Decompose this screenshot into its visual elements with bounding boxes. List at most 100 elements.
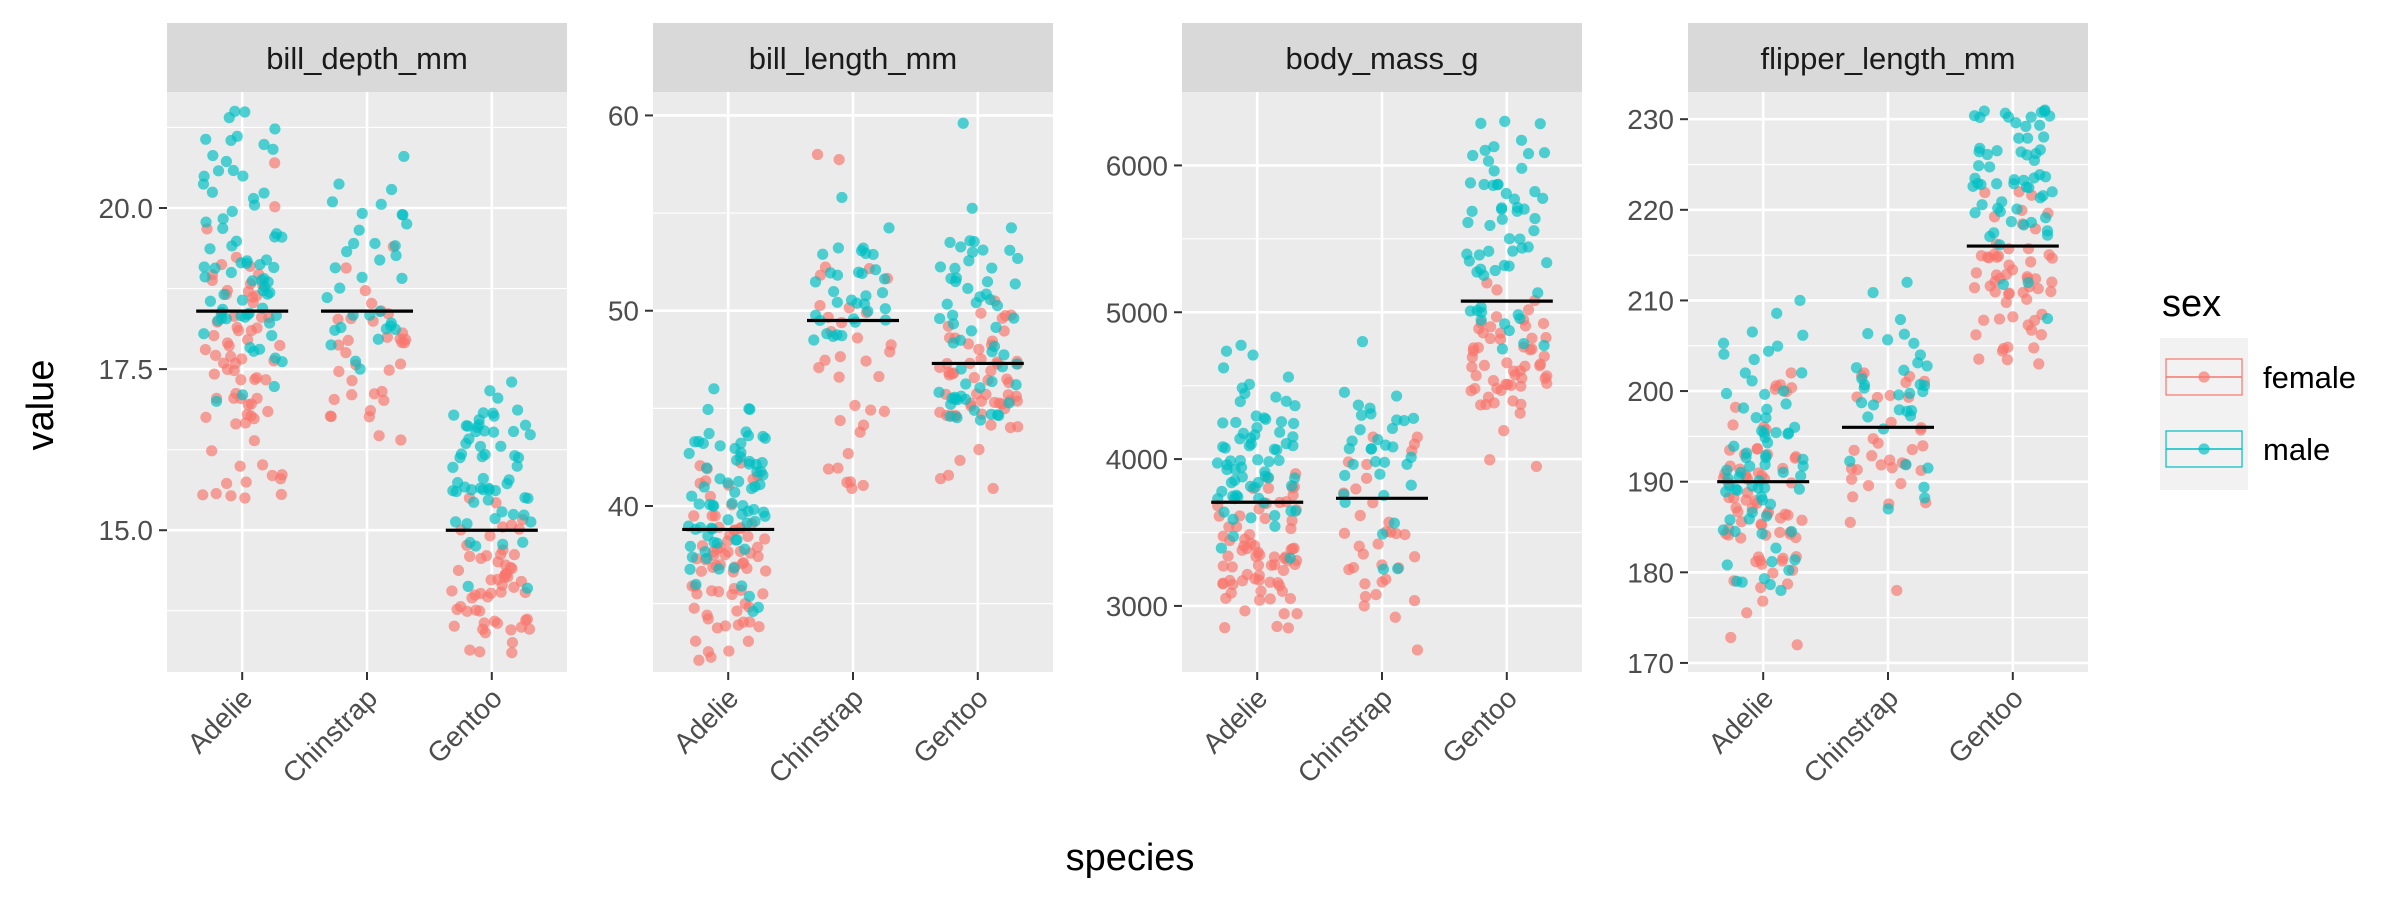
- data-point-male: [1346, 435, 1358, 447]
- data-point-male: [1777, 385, 1790, 397]
- data-point-female: [832, 462, 844, 474]
- data-point-male: [703, 427, 715, 440]
- data-point-female: [346, 375, 358, 387]
- data-point-female: [1757, 595, 1769, 607]
- data-point-female: [712, 586, 725, 598]
- data-point-female: [1970, 329, 1982, 341]
- data-point-male: [1218, 506, 1230, 518]
- data-point-male: [757, 469, 769, 481]
- data-point-female: [328, 393, 340, 406]
- data-point-male: [736, 580, 748, 592]
- data-point-male: [1398, 415, 1410, 427]
- data-point-male: [876, 287, 889, 299]
- data-point-female: [878, 405, 891, 417]
- data-point-male: [1893, 389, 1905, 401]
- data-point-male: [1289, 400, 1301, 412]
- data-point-female: [1755, 581, 1767, 594]
- data-point-female: [1409, 551, 1421, 563]
- data-point-female: [1269, 559, 1281, 571]
- data-point-male: [1795, 470, 1807, 482]
- data-point-female: [1478, 359, 1491, 372]
- data-point-male: [477, 472, 489, 485]
- data-point-male: [1478, 269, 1490, 281]
- data-point-female: [722, 546, 734, 558]
- data-point-female: [1278, 608, 1290, 620]
- data-point-male: [1867, 399, 1880, 411]
- data-point-female: [378, 394, 390, 407]
- data-point-male: [857, 242, 869, 254]
- data-point-male: [200, 133, 212, 145]
- data-point-male: [1522, 148, 1535, 160]
- data-point-female: [2025, 256, 2037, 268]
- data-point-male: [1245, 512, 1257, 524]
- legend-label: male: [2263, 432, 2330, 467]
- data-point-male: [945, 272, 957, 285]
- data-point-female: [461, 605, 473, 617]
- data-point-male: [707, 500, 719, 512]
- data-point-female: [731, 605, 743, 617]
- data-point-female: [753, 621, 765, 633]
- data-point-male: [693, 498, 705, 510]
- y-tick-label: 190: [1627, 467, 1674, 498]
- data-point-female: [485, 587, 497, 599]
- data-point-male: [986, 262, 998, 274]
- data-point-male: [511, 460, 523, 472]
- data-point-male: [955, 241, 967, 253]
- data-point-male: [349, 355, 362, 367]
- data-point-female: [484, 530, 496, 542]
- data-points: [1211, 115, 1553, 656]
- data-point-female: [968, 372, 980, 384]
- data-point-male: [1893, 404, 1905, 416]
- data-point-female: [1541, 377, 1553, 389]
- data-point-female: [1851, 464, 1863, 476]
- data-point-female: [1372, 538, 1384, 550]
- data-point-male: [1766, 556, 1778, 568]
- data-point-male: [1882, 334, 1894, 346]
- data-point-male: [729, 486, 741, 498]
- data-point-female: [508, 549, 520, 561]
- data-point-male: [2018, 219, 2030, 231]
- y-tick-label: 220: [1627, 195, 1674, 226]
- data-point-female: [1774, 526, 1786, 538]
- data-point-female: [240, 476, 252, 488]
- data-point-male: [1484, 219, 1496, 232]
- data-point-female: [1774, 512, 1787, 524]
- data-point-male: [752, 601, 764, 613]
- data-point-female: [1380, 573, 1392, 585]
- data-point-female: [1494, 327, 1507, 339]
- data-point-female: [1219, 622, 1231, 634]
- data-point-female: [1917, 440, 1929, 452]
- data-point-female: [274, 339, 286, 352]
- data-point-male: [741, 517, 753, 529]
- data-point-female: [1491, 284, 1503, 296]
- data-point-male: [518, 509, 530, 521]
- data-point-male: [511, 404, 524, 416]
- data-point-male: [1234, 454, 1246, 467]
- data-point-male: [257, 285, 269, 297]
- data-point-male: [507, 425, 520, 438]
- data-point-female: [701, 609, 713, 621]
- data-point-female: [474, 605, 486, 617]
- y-tick-label: 17.5: [99, 354, 154, 385]
- data-point-male: [1249, 429, 1261, 441]
- data-point-male: [263, 317, 276, 329]
- legend-entry-male: male: [2165, 430, 2330, 468]
- data-point-male: [1378, 456, 1391, 468]
- data-point-female: [884, 346, 896, 358]
- data-point-male: [1487, 179, 1499, 191]
- data-point-male: [1794, 294, 1806, 307]
- data-point-male: [1770, 542, 1782, 554]
- data-point-female: [342, 334, 354, 347]
- data-point-male: [241, 257, 253, 269]
- data-point-male: [521, 582, 534, 594]
- data-point-female: [1226, 561, 1238, 573]
- data-point-male: [1377, 563, 1389, 575]
- data-point-male: [2041, 312, 2054, 325]
- data-point-male: [2013, 132, 2025, 144]
- data-point-female: [704, 490, 717, 503]
- data-point-female: [1900, 376, 1912, 389]
- data-point-female: [2046, 276, 2058, 288]
- data-point-male: [1797, 329, 1809, 341]
- data-point-male: [1220, 345, 1233, 357]
